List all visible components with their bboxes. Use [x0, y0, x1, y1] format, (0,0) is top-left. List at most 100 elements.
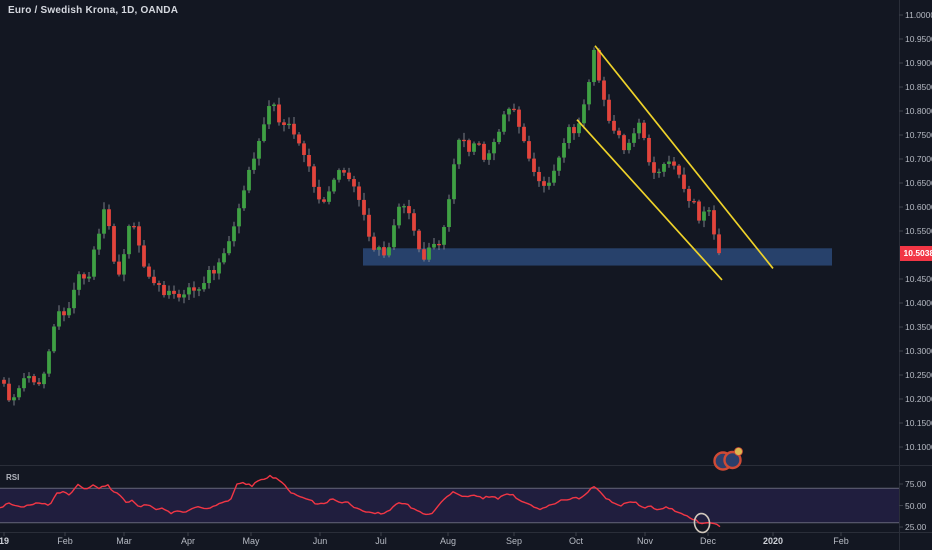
candle-up [472, 143, 476, 152]
candle-up [337, 170, 341, 180]
candle-up [432, 243, 436, 248]
candle-down [37, 382, 41, 385]
candle-down [622, 135, 626, 151]
symbol-title: Euro / Swedish Krona, 1D, OANDA [8, 5, 179, 16]
candle-up [22, 378, 26, 389]
time-tick-label: May [242, 536, 260, 546]
emoji-dot-icon[interactable] [734, 447, 743, 456]
candle-down [62, 311, 66, 316]
candle-down [652, 162, 656, 173]
candle-down [367, 214, 371, 237]
candle-down [642, 122, 646, 138]
candle-up [557, 157, 561, 171]
time-tick-label: Dec [699, 536, 717, 546]
candle-up [222, 253, 226, 263]
price-tick-label: 10.95000 [905, 34, 932, 44]
candle-up [397, 206, 401, 226]
candle-down [422, 249, 426, 260]
candle-down [597, 49, 601, 81]
trendline-channel[interactable] [576, 119, 723, 281]
candle-down [412, 213, 416, 231]
candle-up [567, 127, 571, 144]
candle-down [417, 230, 421, 250]
candle-down [477, 143, 481, 145]
trendline-channel[interactable] [594, 45, 774, 269]
price-tick-label: 10.40000 [905, 298, 932, 308]
candle-down [172, 290, 176, 294]
candle-down [512, 108, 516, 111]
candle-down [467, 140, 471, 152]
time-tick-label: Oct [568, 536, 584, 546]
candle-up [707, 210, 711, 212]
rsi-band [0, 488, 899, 523]
candle-up [452, 164, 456, 200]
rsi-circle-annotation[interactable] [693, 512, 711, 534]
candle-down [482, 143, 486, 160]
candle-down [162, 284, 166, 296]
candle-down [297, 134, 301, 144]
candle-down [712, 210, 716, 235]
candle-up [627, 142, 631, 151]
candle-down [607, 99, 611, 121]
candle-down [347, 172, 351, 180]
candle-down [672, 161, 676, 166]
candle-down [342, 170, 346, 173]
candle-down [717, 234, 721, 254]
candle-up [102, 209, 106, 234]
candle-up [57, 311, 61, 327]
candle-up [207, 269, 211, 284]
candle-down [157, 283, 161, 285]
candle-down [357, 186, 361, 200]
price-tick-label: 10.25000 [905, 370, 932, 380]
candle-down [147, 266, 151, 277]
time-tick-label: 2020 [762, 536, 784, 546]
candle-down [212, 269, 216, 274]
current-price-label: 10.50384 [899, 245, 932, 261]
candle-down [2, 379, 6, 384]
candle-down [437, 243, 441, 246]
candle-down [107, 209, 111, 227]
candle-up [402, 206, 406, 208]
candle-up [202, 283, 206, 290]
time-axis[interactable]: 19 Feb Mar Apr May Jun Jul Aug Sep Oct Nov Dec 2020 F… [0, 532, 932, 550]
candle-up [332, 179, 336, 192]
candle-up [52, 326, 56, 352]
emoji-sticker-icon[interactable] [723, 450, 742, 470]
price-tick-label: 10.10000 [905, 442, 932, 452]
candle-up [122, 254, 126, 275]
candle-up [27, 376, 31, 379]
candle-down [7, 383, 11, 401]
candle-up [287, 123, 291, 126]
candle-up [577, 123, 581, 134]
candle-down [542, 181, 546, 186]
candle-up [387, 247, 391, 256]
candle-up [167, 290, 171, 296]
candle-up [492, 142, 496, 154]
candle-up [252, 158, 256, 170]
candle-down [647, 137, 651, 163]
candle-up [632, 133, 636, 143]
time-tick-label: Mar [116, 536, 132, 546]
candle-up [77, 274, 81, 290]
candle-up [442, 227, 446, 245]
candle-down [277, 104, 281, 123]
price-tick-label: 10.80000 [905, 106, 932, 116]
price-tick-label: 10.45000 [905, 274, 932, 284]
time-tick-label: Jul [375, 536, 387, 546]
rsi-tick-label: 75.00 [905, 479, 927, 489]
candle-down [602, 80, 606, 100]
candle-up [262, 124, 266, 141]
candle-up [47, 351, 51, 374]
candle-up [667, 161, 671, 164]
candle-down [117, 261, 121, 275]
support-zone-rectangle[interactable] [363, 248, 832, 266]
candle-up [502, 114, 506, 132]
candle-up [92, 249, 96, 277]
price-axis[interactable]: 11.00000 10.95000 10.90000 10.85000 10.80000… [899, 0, 932, 532]
candle-down [152, 276, 156, 284]
candle-up [97, 233, 101, 250]
price-tick-label: 10.15000 [905, 418, 932, 428]
candle-up [197, 289, 201, 291]
candle-up [247, 169, 251, 191]
